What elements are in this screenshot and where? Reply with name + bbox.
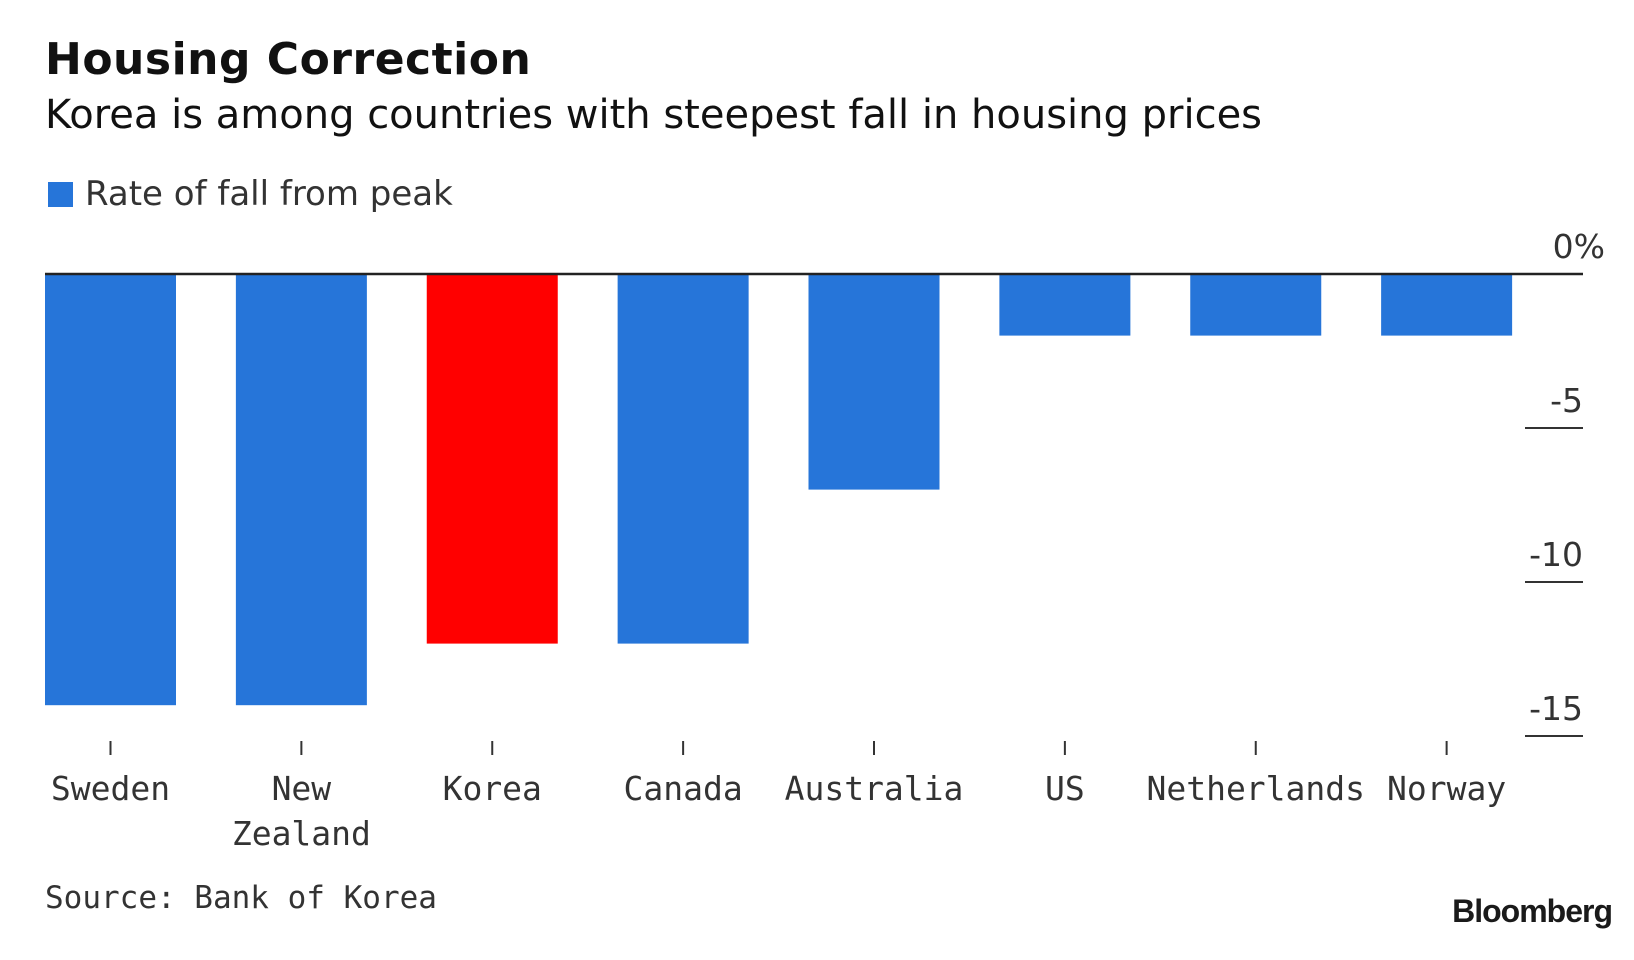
bar-korea [426, 274, 558, 644]
bar-norway [1381, 274, 1513, 336]
bar-canada [617, 274, 749, 644]
legend: Rate of fall from peak [48, 174, 453, 214]
x-tick-label: Zealand [232, 814, 371, 853]
y-tick-label: -5 [1550, 381, 1583, 420]
bar-netherlands [1190, 274, 1322, 336]
bar-sweden [45, 274, 176, 706]
x-tick-label: US [1045, 769, 1085, 808]
x-axis: Sweden New Zealand Korea Canada Australia US Ne… [51, 741, 1506, 853]
x-tick-label: Netherlands [1146, 769, 1365, 808]
y-tick-label: 0% [1553, 227, 1605, 266]
x-tick-label: Sweden [51, 769, 170, 808]
source-note: Source: Bank of Korea [45, 880, 437, 916]
bar-us [999, 274, 1131, 336]
chart-title: Housing Correction [45, 34, 532, 85]
x-tick-label: Norway [1387, 769, 1506, 808]
y-axis: 0% -5 -10 -15 [1525, 227, 1605, 737]
x-tick-label: Korea [443, 769, 542, 808]
x-tick-label: Canada [624, 769, 743, 808]
y-tick-label: -10 [1529, 535, 1583, 574]
x-tick-label: Australia [785, 769, 964, 808]
x-tick-label: New [272, 769, 332, 808]
legend-swatch [48, 181, 73, 207]
bloomberg-logo: Bloomberg [1452, 893, 1613, 929]
y-tick-label: -15 [1529, 689, 1583, 728]
chart-subtitle: Korea is among countries with steepest f… [45, 92, 1263, 138]
bars-group [45, 274, 1513, 706]
bar-new-zealand [235, 274, 367, 706]
bar-australia [808, 274, 940, 490]
legend-label: Rate of fall from peak [85, 174, 453, 214]
